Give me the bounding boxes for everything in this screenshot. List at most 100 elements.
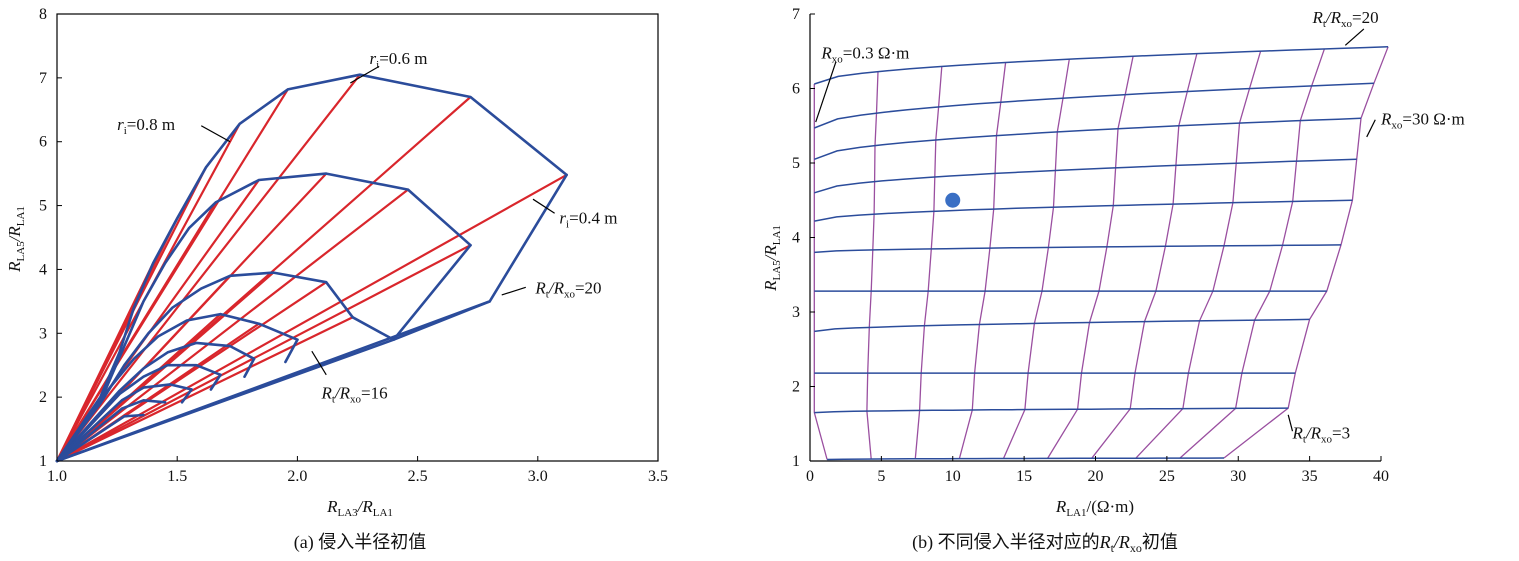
panel-a-leader-ri04 (532, 198, 555, 214)
panel-b-vertical-1 (866, 71, 879, 460)
panel-b-vertical-9 (1223, 46, 1389, 459)
panel-b-row-4 (814, 199, 1353, 222)
panel-b-leader-rxo03 (815, 62, 837, 123)
panel-a-leader-ri08 (200, 125, 231, 143)
panel-a-series-red-2 (55, 73, 361, 463)
panel-b-row-10 (827, 457, 1225, 461)
panel-b-xtick-4: 20 (1088, 468, 1104, 485)
panel-a-series-blue-23 (55, 172, 472, 463)
panel-b-ytick-2: 3 (792, 304, 800, 321)
panel-a-series-blue-30 (55, 413, 145, 463)
panel-b-row-9 (814, 407, 1289, 414)
panel-b-ytick-5: 6 (792, 81, 800, 98)
panel-b-ytick-4: 5 (792, 155, 800, 172)
panel-b-ticks: 0 5 10 15 20 25 30 35 40 1 2 3 4 5 6 7 (792, 6, 1389, 485)
panel-b-row-0 (814, 46, 1389, 85)
panel-a-leader-rt20 (501, 286, 526, 296)
panel-a-xtick-3: 2.5 (408, 468, 428, 485)
panel-a-plot (55, 13, 659, 463)
panel-a-ytick-7: 8 (39, 6, 47, 23)
panel-a-ticks: 1.0 1.5 2.0 2.5 3.0 3.5 1 2 3 4 5 6 7 8 (39, 6, 668, 485)
panel-a-series-blue-29 (55, 398, 167, 463)
panel-b-ytick-3: 4 (792, 230, 800, 247)
panel-b-marker-point (945, 192, 961, 208)
panel-a-series-red-9 (55, 244, 472, 463)
panel-a-xtick-5: 3.5 (648, 468, 668, 485)
panel-b-annotation-rxo03: Rxo=0.3 Ω·m (820, 44, 909, 66)
panel-a-series-blue-27 (55, 363, 222, 463)
panel-a-ytick-0: 1 (39, 453, 47, 470)
panel-a-ytick-6: 7 (39, 70, 47, 87)
panel-b-ytick-6: 7 (792, 6, 800, 23)
panel-b-xtick-1: 5 (877, 468, 885, 485)
panel-b-row-5 (814, 244, 1342, 254)
panel-a-series-blue-26 (55, 341, 256, 463)
panel-a-frame (56, 13, 659, 462)
panel-b-xtick-0: 0 (806, 468, 814, 485)
panel-a-annotation-ri08: ri=0.8 m (117, 115, 175, 137)
panel-a-series-red-8 (55, 306, 135, 463)
panel-b-vertical-6 (1091, 53, 1198, 459)
panel-b-xtick-3: 15 (1016, 468, 1032, 485)
panel-b-xtick-6: 30 (1230, 468, 1246, 485)
panel-a-annotations: ri=0.6 m ri=0.8 m ri=0.4 m Rt/Rxo=20 Rt/Rxo=… (117, 49, 617, 406)
panel-a-series-blue-34 (243, 357, 256, 379)
panel-a-series-blue-32 (351, 315, 395, 342)
panel-b-xtick-2: 10 (945, 468, 961, 485)
panel-b-xtick-5: 25 (1159, 468, 1175, 485)
panel-a-ytick-2: 3 (39, 325, 47, 342)
panel-a-series-blue-21 (55, 73, 568, 463)
panel-b-ytick-0: 1 (792, 453, 800, 470)
panel-b-plot (809, 14, 1389, 462)
panel-a-leader-rt16 (311, 350, 327, 376)
panel-b-row-7 (814, 318, 1310, 333)
panel-a-xtick-0: 1.0 (47, 468, 67, 485)
panel-b-vertical-4 (1002, 59, 1070, 459)
panel-a-series-red-0 (55, 173, 568, 463)
panel-b-xtick-7: 35 (1302, 468, 1318, 485)
panel-a-ytick-5: 6 (39, 134, 47, 151)
panel-a-annotation-ri04: ri=0.4 m (559, 208, 617, 230)
panel-b-xtick-8: 40 (1373, 468, 1389, 485)
panel-b-annotations: Rxo=0.3 Ω·m Rt/Rxo=20 Rxo=30 Ω·m Rt/Rxo=3 (815, 8, 1465, 446)
panel-a-series-blue-25 (55, 312, 299, 463)
panel-b-leader-rxo30 (1366, 119, 1376, 138)
panel-a-series-blue-36 (180, 388, 193, 404)
panel-a-ytick-4: 5 (39, 198, 47, 215)
panel-a-ytick-3: 4 (39, 261, 47, 278)
panel-b-leader-rtxo3 (1287, 414, 1294, 432)
panel-b-vertical-0 (813, 84, 828, 460)
panel-a-x-label: RLA3/RLA1 (326, 497, 393, 519)
panel-b-annotation-rtxo20: Rt/Rxo=20 (1311, 8, 1378, 30)
panel-a-leader-ri06 (349, 65, 380, 84)
panel-b-vertical-3 (958, 62, 1007, 459)
panel-b-vertical-8 (1179, 48, 1326, 459)
panel-b-ytick-1: 2 (792, 379, 800, 396)
panel-b-y-label: RLA5/RLA1 (761, 225, 783, 292)
panel-b-leader-rtxo20 (1344, 28, 1365, 46)
panel-a-series-red-10 (55, 188, 410, 463)
panel-b-vertical-2 (914, 66, 943, 459)
panel-b: 0 5 10 15 20 25 30 35 40 1 2 3 4 5 6 7 Rxo=0.3 Ω·m Rt/Rx… (761, 6, 1465, 555)
panel-b-row-2 (814, 117, 1362, 161)
panel-a-series-blue-28 (55, 383, 193, 463)
panel-b-x-label: RLA1/(Ω·m) (1055, 497, 1134, 519)
panel-b-annotation-rtxo3: Rt/Rxo=3 (1291, 424, 1350, 446)
panel-b-row-3 (814, 158, 1357, 194)
panel-a-annotation-rt16: Rt/Rxo=16 (320, 383, 387, 405)
panel-a-series-blue-31 (392, 300, 492, 342)
panel-b-annotation-rxo30: Rxo=30 Ω·m (1380, 109, 1465, 131)
panel-a-series-blue-35 (209, 373, 222, 391)
panel-a-annotation-rt20: Rt/Rxo=20 (534, 279, 601, 301)
panel-a-xtick-2: 2.0 (287, 468, 307, 485)
panel-a-y-label: RLA5/RLA1 (5, 206, 27, 273)
panel-a-caption: (a) 侵入半径初值 (294, 532, 426, 553)
panel-a-series-red-14 (55, 316, 354, 463)
panel-b-row-1 (814, 82, 1374, 129)
panel-a-xtick-4: 3.0 (528, 468, 548, 485)
panel-a-series-red-13 (55, 201, 217, 463)
panel-b-caption: (b) 不同侵入半径对应的Rt/Rxo初值 (912, 532, 1178, 555)
panel-a-ytick-1: 2 (39, 389, 47, 406)
